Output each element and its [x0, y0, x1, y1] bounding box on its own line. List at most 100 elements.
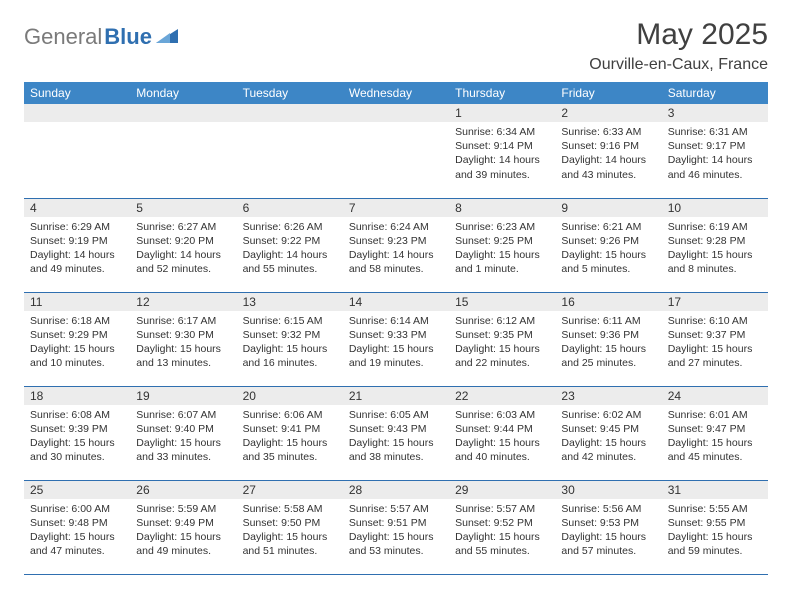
sunrise-text: Sunrise: 5:57 AM: [455, 502, 549, 516]
day-number: [343, 104, 449, 122]
calendar-table: Sunday Monday Tuesday Wednesday Thursday…: [24, 82, 768, 575]
sunrise-text: Sunrise: 6:12 AM: [455, 314, 549, 328]
sunset-text: Sunset: 9:14 PM: [455, 139, 549, 153]
daylight-text: Daylight: 15 hours and 57 minutes.: [561, 530, 655, 558]
sunrise-text: Sunrise: 6:15 AM: [243, 314, 337, 328]
sunset-text: Sunset: 9:33 PM: [349, 328, 443, 342]
calendar-day-cell: 30Sunrise: 5:56 AMSunset: 9:53 PMDayligh…: [555, 480, 661, 574]
day-number: 8: [449, 199, 555, 217]
day-number: 17: [662, 293, 768, 311]
daylight-text: Daylight: 15 hours and 25 minutes.: [561, 342, 655, 370]
calendar-day-cell: 9Sunrise: 6:21 AMSunset: 9:26 PMDaylight…: [555, 198, 661, 292]
logo: General Blue: [24, 18, 178, 50]
weekday-header: Tuesday: [237, 82, 343, 104]
calendar-day-cell: 4Sunrise: 6:29 AMSunset: 9:19 PMDaylight…: [24, 198, 130, 292]
calendar-day-cell: 3Sunrise: 6:31 AMSunset: 9:17 PMDaylight…: [662, 104, 768, 198]
calendar-day-cell: [343, 104, 449, 198]
sunset-text: Sunset: 9:55 PM: [668, 516, 762, 530]
weekday-header: Saturday: [662, 82, 768, 104]
calendar-day-cell: 8Sunrise: 6:23 AMSunset: 9:25 PMDaylight…: [449, 198, 555, 292]
day-details: Sunrise: 6:24 AMSunset: 9:23 PMDaylight:…: [343, 217, 449, 281]
daylight-text: Daylight: 15 hours and 38 minutes.: [349, 436, 443, 464]
calendar-day-cell: 6Sunrise: 6:26 AMSunset: 9:22 PMDaylight…: [237, 198, 343, 292]
day-number: 15: [449, 293, 555, 311]
sunset-text: Sunset: 9:47 PM: [668, 422, 762, 436]
day-details: Sunrise: 6:23 AMSunset: 9:25 PMDaylight:…: [449, 217, 555, 281]
day-number: 3: [662, 104, 768, 122]
day-number: 4: [24, 199, 130, 217]
day-number: 24: [662, 387, 768, 405]
daylight-text: Daylight: 14 hours and 52 minutes.: [136, 248, 230, 276]
calendar-day-cell: 16Sunrise: 6:11 AMSunset: 9:36 PMDayligh…: [555, 292, 661, 386]
daylight-text: Daylight: 15 hours and 35 minutes.: [243, 436, 337, 464]
day-number: 31: [662, 481, 768, 499]
sunset-text: Sunset: 9:52 PM: [455, 516, 549, 530]
day-details: Sunrise: 6:14 AMSunset: 9:33 PMDaylight:…: [343, 311, 449, 375]
day-number: 22: [449, 387, 555, 405]
sunrise-text: Sunrise: 5:57 AM: [349, 502, 443, 516]
daylight-text: Daylight: 15 hours and 55 minutes.: [455, 530, 549, 558]
calendar-day-cell: 14Sunrise: 6:14 AMSunset: 9:33 PMDayligh…: [343, 292, 449, 386]
daylight-text: Daylight: 15 hours and 30 minutes.: [30, 436, 124, 464]
day-details: Sunrise: 6:06 AMSunset: 9:41 PMDaylight:…: [237, 405, 343, 469]
daylight-text: Daylight: 15 hours and 13 minutes.: [136, 342, 230, 370]
daylight-text: Daylight: 15 hours and 40 minutes.: [455, 436, 549, 464]
month-title: May 2025: [589, 18, 768, 52]
sunset-text: Sunset: 9:41 PM: [243, 422, 337, 436]
day-number: 28: [343, 481, 449, 499]
day-details: Sunrise: 6:15 AMSunset: 9:32 PMDaylight:…: [237, 311, 343, 375]
sunrise-text: Sunrise: 6:10 AM: [668, 314, 762, 328]
calendar-day-cell: [237, 104, 343, 198]
sunset-text: Sunset: 9:45 PM: [561, 422, 655, 436]
weekday-header: Monday: [130, 82, 236, 104]
logo-triangle-icon: [156, 27, 178, 48]
sunrise-text: Sunrise: 6:14 AM: [349, 314, 443, 328]
day-details: Sunrise: 6:21 AMSunset: 9:26 PMDaylight:…: [555, 217, 661, 281]
sunrise-text: Sunrise: 6:26 AM: [243, 220, 337, 234]
calendar-day-cell: [24, 104, 130, 198]
day-details: Sunrise: 6:18 AMSunset: 9:29 PMDaylight:…: [24, 311, 130, 375]
day-number: [24, 104, 130, 122]
calendar-day-cell: 17Sunrise: 6:10 AMSunset: 9:37 PMDayligh…: [662, 292, 768, 386]
calendar-day-cell: [130, 104, 236, 198]
calendar-day-cell: 19Sunrise: 6:07 AMSunset: 9:40 PMDayligh…: [130, 386, 236, 480]
sunset-text: Sunset: 9:22 PM: [243, 234, 337, 248]
day-number: 12: [130, 293, 236, 311]
sunset-text: Sunset: 9:44 PM: [455, 422, 549, 436]
logo-text-blue: Blue: [104, 24, 152, 50]
day-details: Sunrise: 6:05 AMSunset: 9:43 PMDaylight:…: [343, 405, 449, 469]
sunset-text: Sunset: 9:35 PM: [455, 328, 549, 342]
weekday-header: Wednesday: [343, 82, 449, 104]
calendar-day-cell: 28Sunrise: 5:57 AMSunset: 9:51 PMDayligh…: [343, 480, 449, 574]
day-details: Sunrise: 6:02 AMSunset: 9:45 PMDaylight:…: [555, 405, 661, 469]
sunrise-text: Sunrise: 5:55 AM: [668, 502, 762, 516]
day-number: 27: [237, 481, 343, 499]
day-number: 9: [555, 199, 661, 217]
daylight-text: Daylight: 15 hours and 42 minutes.: [561, 436, 655, 464]
calendar-day-cell: 22Sunrise: 6:03 AMSunset: 9:44 PMDayligh…: [449, 386, 555, 480]
calendar-day-cell: 11Sunrise: 6:18 AMSunset: 9:29 PMDayligh…: [24, 292, 130, 386]
day-number: 30: [555, 481, 661, 499]
sunrise-text: Sunrise: 5:58 AM: [243, 502, 337, 516]
daylight-text: Daylight: 15 hours and 16 minutes.: [243, 342, 337, 370]
day-details: Sunrise: 6:08 AMSunset: 9:39 PMDaylight:…: [24, 405, 130, 469]
weekday-header: Friday: [555, 82, 661, 104]
day-number: 5: [130, 199, 236, 217]
day-details: Sunrise: 5:59 AMSunset: 9:49 PMDaylight:…: [130, 499, 236, 563]
day-details: Sunrise: 6:00 AMSunset: 9:48 PMDaylight:…: [24, 499, 130, 563]
calendar-day-cell: 2Sunrise: 6:33 AMSunset: 9:16 PMDaylight…: [555, 104, 661, 198]
daylight-text: Daylight: 15 hours and 47 minutes.: [30, 530, 124, 558]
sunrise-text: Sunrise: 6:07 AM: [136, 408, 230, 422]
sunrise-text: Sunrise: 6:33 AM: [561, 125, 655, 139]
daylight-text: Daylight: 14 hours and 55 minutes.: [243, 248, 337, 276]
calendar-day-cell: 26Sunrise: 5:59 AMSunset: 9:49 PMDayligh…: [130, 480, 236, 574]
daylight-text: Daylight: 15 hours and 33 minutes.: [136, 436, 230, 464]
calendar-day-cell: 12Sunrise: 6:17 AMSunset: 9:30 PMDayligh…: [130, 292, 236, 386]
day-details: Sunrise: 5:57 AMSunset: 9:51 PMDaylight:…: [343, 499, 449, 563]
sunrise-text: Sunrise: 6:05 AM: [349, 408, 443, 422]
sunrise-text: Sunrise: 6:21 AM: [561, 220, 655, 234]
sunrise-text: Sunrise: 6:08 AM: [30, 408, 124, 422]
day-number: 29: [449, 481, 555, 499]
day-details: Sunrise: 6:01 AMSunset: 9:47 PMDaylight:…: [662, 405, 768, 469]
day-number: 25: [24, 481, 130, 499]
